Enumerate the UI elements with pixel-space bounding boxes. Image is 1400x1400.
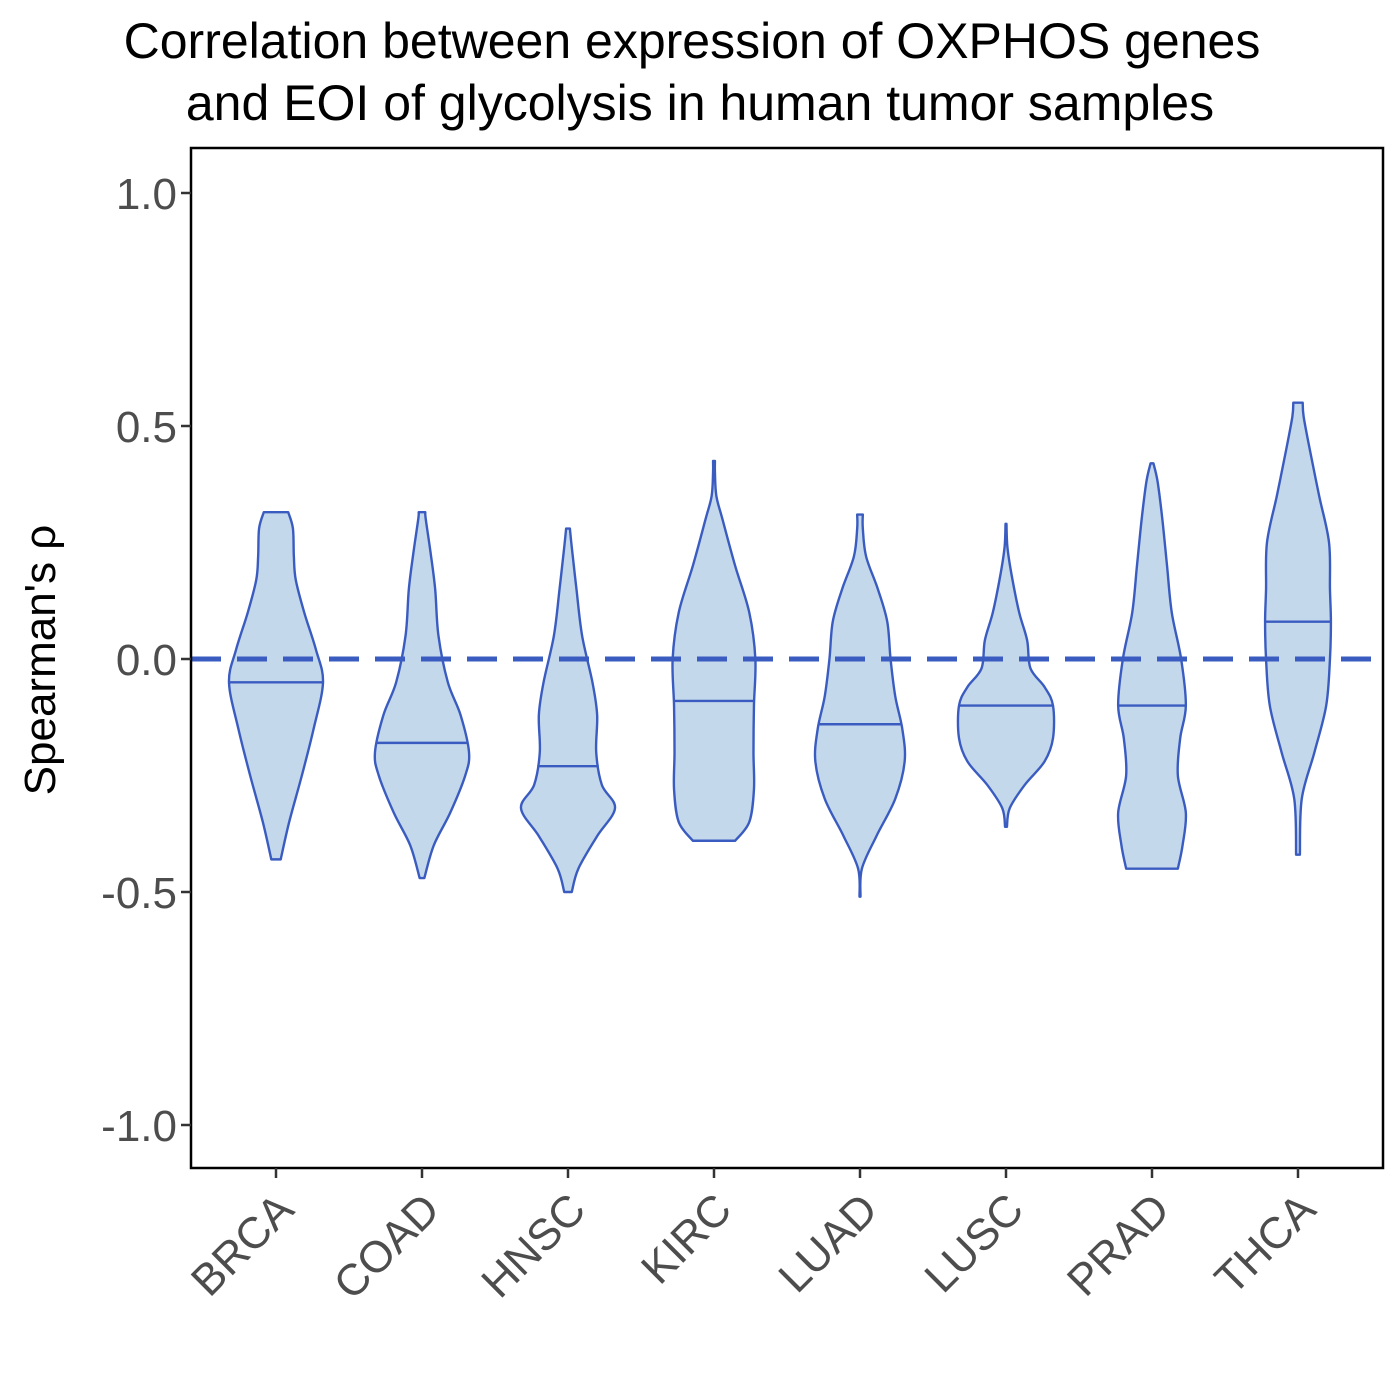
x-tick-label-brca: BRCA — [182, 1184, 304, 1306]
y-axis-label: Spearman's ρ — [16, 525, 65, 796]
violin-body — [671, 459, 757, 842]
x-tick-label-lusc: LUSC — [915, 1184, 1033, 1302]
chart-title-line-2: and EOI of glycolysis in human tumor sam… — [186, 75, 1214, 131]
violin-prad — [1116, 462, 1188, 870]
violin-body — [1263, 401, 1333, 856]
chart-title-line-1: Correlation between expression of OXPHOS… — [124, 13, 1261, 69]
violin-layer — [227, 401, 1333, 898]
violin-body — [373, 511, 471, 880]
x-tick-label-coad: COAD — [325, 1184, 450, 1309]
violin-coad — [373, 511, 471, 880]
y-tick-label: 0.0 — [116, 636, 177, 685]
x-tick-label-prad: PRAD — [1058, 1184, 1179, 1305]
violin-luad — [813, 513, 907, 898]
violin-body — [519, 527, 617, 894]
x-tick-label-thca: THCA — [1206, 1184, 1326, 1304]
violin-thca — [1263, 401, 1333, 856]
y-tick-label: 1.0 — [116, 170, 177, 219]
violin-body — [227, 511, 325, 861]
violin-lusc — [956, 522, 1056, 828]
x-tick-label-kirc: KIRC — [632, 1184, 741, 1293]
y-tick-label: 0.5 — [116, 403, 177, 452]
violin-kirc — [671, 459, 757, 842]
violin-body — [813, 513, 907, 898]
violin-body — [1116, 462, 1188, 870]
violin-brca — [227, 511, 325, 861]
y-tick-label: -1.0 — [101, 1102, 177, 1151]
y-axis: 1.0 0.5 0.0 -0.5 -1.0 — [101, 170, 191, 1151]
violin-hnsc — [519, 527, 617, 894]
y-tick-label: -0.5 — [101, 869, 177, 918]
violin-body — [956, 522, 1056, 828]
x-tick-label-hnsc: HNSC — [472, 1184, 595, 1307]
x-axis: BRCA COAD HNSC KIRC LUAD LUSC PRAD THCA — [182, 1168, 1326, 1309]
x-tick-label-luad: LUAD — [769, 1184, 887, 1302]
